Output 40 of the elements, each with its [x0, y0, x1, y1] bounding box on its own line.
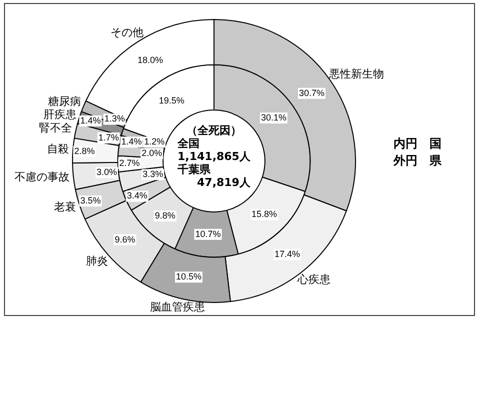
text: 外円 県 [392, 154, 442, 168]
data-label: 30.1% [260, 112, 286, 122]
slice-label: 心疾患 [296, 273, 330, 286]
data-label: 9.6% [114, 234, 136, 244]
data-label: 1.7% [98, 132, 119, 142]
text: 内円 国 [394, 136, 442, 151]
data-label: 1.4% [121, 136, 142, 147]
text: 千葉県 [176, 162, 212, 176]
text: 全国 [176, 136, 200, 150]
slice-label: 老衰 [54, 200, 76, 214]
data-label: 30.7% [298, 88, 325, 98]
data-label: 10.5% [176, 272, 202, 282]
data-label: 10.7% [195, 228, 221, 239]
data-label: 19.5% [158, 95, 184, 106]
data-label: 3.4% [126, 190, 148, 201]
slice-label: 脳血管疾患 [150, 300, 205, 314]
data-label: 3.0% [96, 167, 118, 178]
slice-label: 肝疾患 [43, 108, 76, 122]
data-label: 3.3% [142, 169, 164, 180]
slice-label: 糖尿病 [48, 95, 82, 108]
data-label: 1.2% [144, 136, 165, 147]
data-label: 1.3% [104, 114, 125, 124]
data-label: 17.4% [274, 249, 300, 260]
data-label: 3.5% [80, 195, 101, 206]
slice-label: 不慮の事故 [14, 170, 70, 184]
slice-label: 腎不全 [39, 121, 72, 134]
data-label: 2.7% [119, 158, 140, 168]
slice-label: 肺炎 [86, 254, 108, 268]
data-label: 2.0% [142, 148, 162, 158]
slice-label: 悪性新生物 [328, 68, 384, 81]
data-label: 15.8% [251, 209, 278, 220]
data-label: 1.4% [80, 116, 101, 126]
slice-label: その他 [110, 26, 144, 39]
slice-label: 自殺 [46, 142, 69, 156]
data-label: 9.8% [154, 210, 176, 220]
text: 47,819人 [197, 176, 252, 189]
data-label: 18.0% [137, 55, 164, 66]
data-label: 2.8% [74, 146, 95, 156]
text: 1,141,865人 [178, 150, 252, 163]
text: （全死因） [186, 124, 242, 137]
